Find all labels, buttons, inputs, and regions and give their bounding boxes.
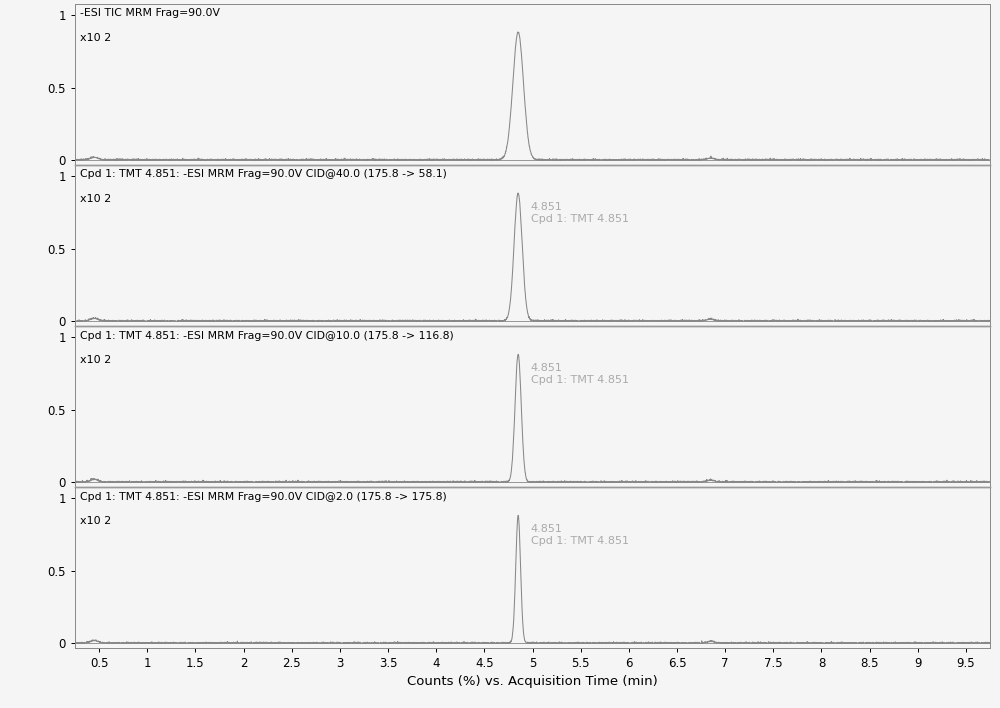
Text: -ESI TIC MRM Frag=90.0V: -ESI TIC MRM Frag=90.0V — [80, 8, 220, 18]
Text: x10 2: x10 2 — [80, 515, 111, 526]
Text: 4.851
Cpd 1: TMT 4.851: 4.851 Cpd 1: TMT 4.851 — [531, 525, 629, 546]
Text: 4.851
Cpd 1: TMT 4.851: 4.851 Cpd 1: TMT 4.851 — [531, 363, 629, 385]
Text: x10 2: x10 2 — [80, 355, 111, 365]
Text: Cpd 1: TMT 4.851: -ESI MRM Frag=90.0V CID@2.0 (175.8 -> 175.8): Cpd 1: TMT 4.851: -ESI MRM Frag=90.0V CI… — [80, 491, 446, 501]
Text: x10 2: x10 2 — [80, 193, 111, 204]
Text: Cpd 1: TMT 4.851: -ESI MRM Frag=90.0V CID@10.0 (175.8 -> 116.8): Cpd 1: TMT 4.851: -ESI MRM Frag=90.0V CI… — [80, 331, 453, 341]
Text: x10 2: x10 2 — [80, 33, 111, 42]
X-axis label: Counts (%) vs. Acquisition Time (min): Counts (%) vs. Acquisition Time (min) — [407, 675, 658, 688]
Text: Cpd 1: TMT 4.851: -ESI MRM Frag=90.0V CID@40.0 (175.8 -> 58.1): Cpd 1: TMT 4.851: -ESI MRM Frag=90.0V CI… — [80, 169, 446, 179]
Text: 4.851
Cpd 1: TMT 4.851: 4.851 Cpd 1: TMT 4.851 — [531, 202, 629, 224]
